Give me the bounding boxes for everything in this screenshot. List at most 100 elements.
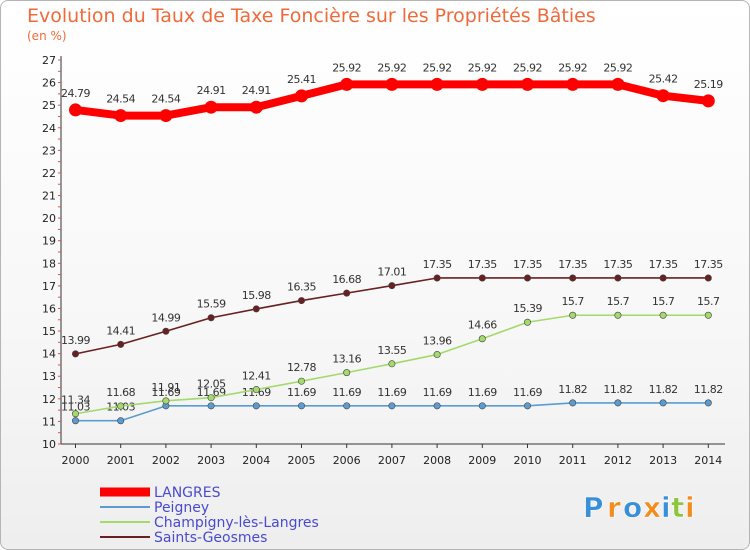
y-tick-label: 16 [42,302,56,315]
data-label: 11.82 [558,383,587,396]
data-point [252,305,260,313]
data-point [659,274,667,282]
data-label: 24.91 [197,84,226,97]
data-label: 14.99 [151,311,180,324]
data-point [117,402,125,410]
axes: 10 11 12 13 14 15 16 17 18 19 20 21 22 23 24 25 26 27 2000… [42,54,725,467]
data-point [72,410,80,418]
data-point [117,340,125,348]
logo-letter: o [623,491,642,524]
logo-letter: P [583,491,604,524]
data-point [701,94,715,108]
logo-letter: x [643,491,661,524]
x-tick-label: 2009 [468,454,496,467]
data-point [478,335,486,343]
x-tick-label: 2005 [288,454,316,467]
data-label: 12.41 [242,370,271,383]
data-label: 15.7 [607,295,630,308]
data-point [523,402,531,410]
data-point [249,100,263,114]
data-label: 25.92 [603,61,632,74]
x-tick-label: 2007 [378,454,406,467]
data-label: 12.05 [197,378,226,391]
data-point [433,351,441,359]
data-point [614,399,622,407]
data-point [297,297,305,305]
y-tick-label: 22 [42,167,56,180]
data-point [117,417,125,425]
data-point [475,77,489,91]
data-point [704,399,712,407]
legend-label: Champigny-lès-Langres [154,515,319,531]
data-label: 25.92 [377,61,406,74]
data-label: 15.7 [561,295,584,308]
data-point [207,314,215,322]
data-label: 25.92 [558,61,587,74]
data-label: 15.39 [513,302,542,315]
data-label: 13.96 [423,335,452,348]
logo-letter: i [661,491,671,524]
x-tick-label: 2006 [333,454,361,467]
data-label: 15.7 [697,295,720,308]
data-label: 11.69 [513,386,542,399]
data-point [611,77,625,91]
data-label: 13.99 [61,334,90,347]
data-point [523,318,531,326]
data-point [478,274,486,282]
chart-title: Evolution du Taux de Taxe Foncière sur l… [27,5,596,27]
data-label: 15.7 [652,295,675,308]
y-tick-label: 11 [42,415,56,428]
y-tick-label: 12 [42,393,56,406]
y-tick-label: 26 [42,77,56,90]
data-label: 25.19 [694,78,723,91]
legend-label: LANGRES [154,485,221,501]
data-point [159,109,173,123]
data-point [385,77,399,91]
data-label: 17.35 [423,258,452,271]
data-point [343,369,351,377]
y-tick-label: 19 [42,235,56,248]
data-label: 17.35 [649,258,678,271]
data-point [252,402,260,410]
data-point [388,402,396,410]
y-tick-label: 17 [42,280,56,293]
data-point [659,399,667,407]
x-tick-label: 2014 [694,454,722,467]
data-label: 24.79 [61,87,90,100]
data-point [704,311,712,319]
data-point [69,103,82,117]
series-peigney: 11.0311.0311.6911.6911.6911.6911.6911.69… [61,383,723,425]
data-point [297,402,305,410]
data-point [343,402,351,410]
logo-letter: r [607,491,621,524]
data-label: 14.41 [106,324,135,337]
data-point [162,397,170,405]
data-label: 17.35 [603,258,632,271]
data-point [207,394,215,402]
data-point [569,274,577,282]
y-tick-label: 10 [42,438,56,451]
x-tick-label: 2003 [197,454,225,467]
data-label: 11.69 [287,386,316,399]
x-tick-label: 2002 [152,454,180,467]
data-label: 25.92 [332,61,361,74]
data-label: 13.16 [332,353,361,366]
data-label: 17.35 [513,258,542,271]
data-point [430,77,444,91]
x-tick-label: 2004 [242,454,270,467]
data-label: 17.35 [694,258,723,271]
data-point [521,77,534,91]
x-tick-label: 2001 [107,454,135,467]
data-point [478,402,486,410]
data-label: 11.34 [61,394,90,407]
data-point [433,274,441,282]
data-point [252,386,260,394]
data-point [569,399,577,407]
data-label: 13.55 [377,344,406,357]
data-label: 11.82 [649,383,678,396]
data-label: 11.68 [106,386,135,399]
data-point [523,274,531,282]
data-label: 11.69 [377,386,406,399]
data-point [388,360,396,368]
